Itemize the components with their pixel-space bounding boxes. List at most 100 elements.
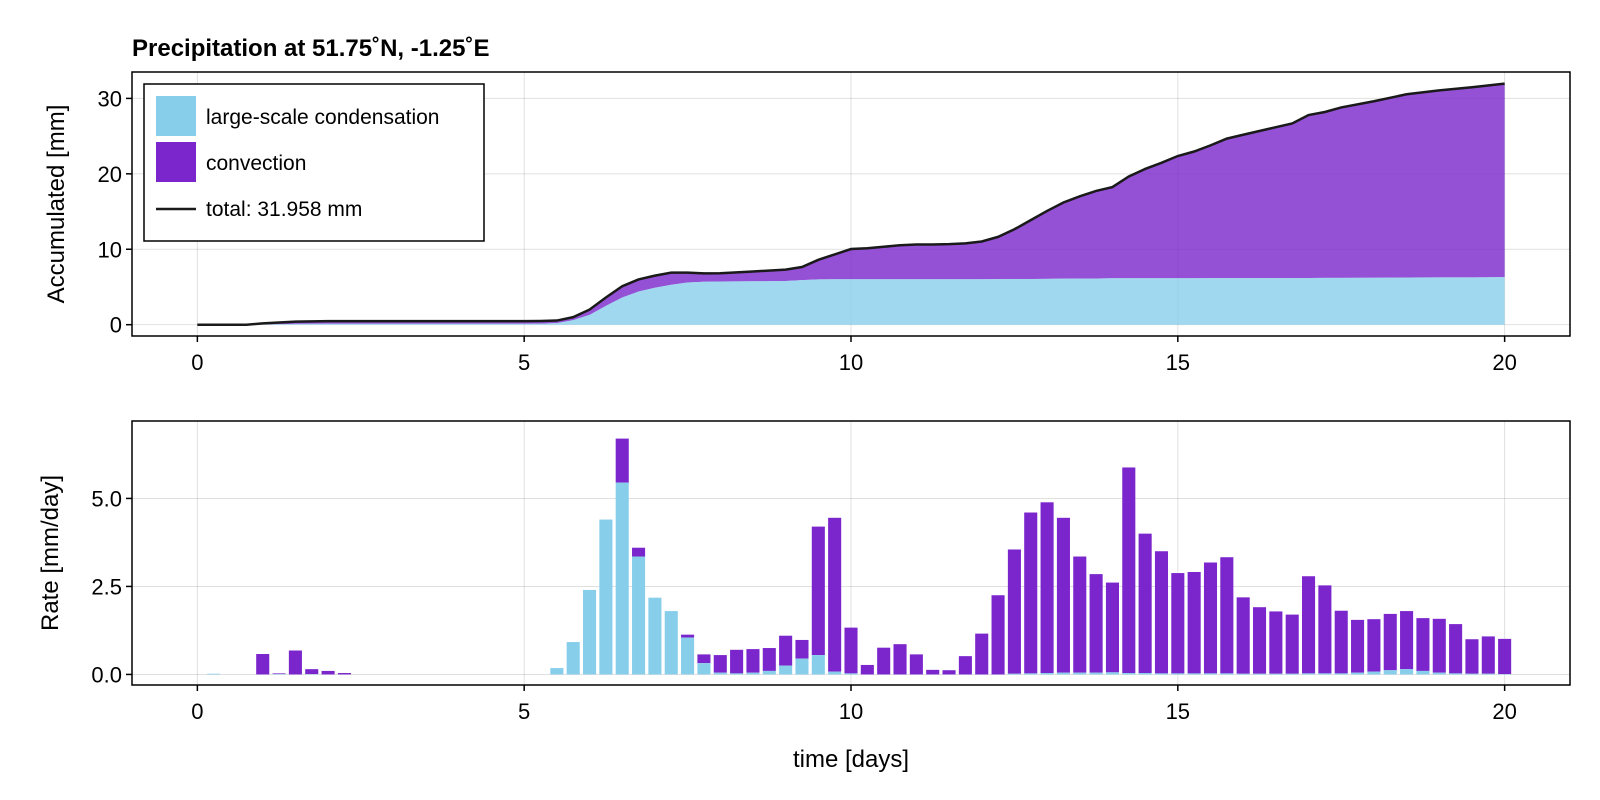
rate-bars (207, 438, 1512, 675)
bar-convection (942, 670, 956, 675)
x-axis-title: time [days] (793, 746, 909, 773)
bar-convection (1449, 624, 1463, 674)
bar-large-scale-condensation (1171, 673, 1185, 675)
bar-large-scale-condensation (1269, 673, 1283, 675)
legend-swatch-convection (156, 142, 196, 182)
bar-large-scale-condensation (1024, 673, 1038, 675)
bar-convection (1318, 585, 1332, 674)
legend-label-total: total: 31.958 mm (206, 198, 362, 221)
accumulated-panel: Precipitation at 51.75˚N, -1.25˚E 0 5 10 15… (43, 35, 1571, 375)
y-axis-title-rate: Rate [mm/day] (37, 475, 64, 631)
bar-large-scale-condensation (1302, 673, 1316, 675)
legend-box (143, 83, 485, 242)
bar-convection (795, 639, 809, 659)
bar-large-scale-condensation (697, 663, 711, 675)
top-xtick-label: 10 (839, 350, 863, 375)
bar-convection (828, 517, 842, 672)
y-axis-title-accumulated: Accumulated [mm] (43, 105, 70, 304)
bar-large-scale-condensation (1105, 672, 1119, 675)
bar-convection (1040, 502, 1054, 674)
bar-convection (1089, 574, 1103, 673)
bar-convection (730, 649, 744, 674)
bar-convection (681, 634, 695, 638)
bar-large-scale-condensation (1351, 672, 1365, 675)
bar-large-scale-condensation (648, 597, 662, 675)
bar-convection (1024, 512, 1038, 674)
bar-large-scale-condensation (713, 672, 727, 675)
bar-large-scale-condensation (599, 519, 613, 675)
area-convection (197, 83, 1505, 325)
bar-large-scale-condensation (779, 665, 793, 675)
bar-large-scale-condensation (1432, 672, 1446, 675)
legend-label-convection: convection (206, 152, 306, 175)
top-y-ticks: 0 10 20 30 (98, 86, 132, 338)
bar-convection (1203, 562, 1218, 674)
area-large-scale-condensation (197, 277, 1505, 325)
bar-convection (1334, 610, 1348, 674)
bar-large-scale-condensation (1203, 673, 1218, 675)
bar-convection (632, 547, 646, 557)
top-xtick-label: 0 (191, 350, 203, 375)
bar-convection (615, 438, 629, 483)
legend: large-scale condensation convection tota… (143, 83, 485, 242)
bar-convection (272, 673, 286, 675)
rate-panel: 0 5 10 15 20 0.0 2.5 5.0 Rate [mm/day] time [d… (37, 420, 1571, 773)
bar-convection (958, 656, 972, 675)
bar-large-scale-condensation (1220, 673, 1234, 675)
legend-label-large-scale: large-scale condensation (206, 106, 439, 129)
bar-convection (1432, 618, 1446, 673)
bar-convection (779, 635, 793, 666)
total-line (197, 82, 1505, 326)
bar-convection (1138, 533, 1152, 674)
top-xtick-label: 15 (1166, 350, 1190, 375)
bottom-ytick-label: 0.0 (91, 662, 122, 687)
bar-large-scale-condensation (1318, 673, 1332, 675)
top-ytick-label: 20 (98, 162, 122, 187)
bar-large-scale-condensation (550, 668, 564, 675)
bar-convection (1285, 614, 1299, 674)
bar-convection (746, 649, 760, 673)
bar-large-scale-condensation (1400, 669, 1414, 675)
bar-convection (1154, 551, 1169, 674)
bar-large-scale-condensation (1383, 670, 1397, 675)
bar-large-scale-condensation (664, 611, 678, 675)
bar-large-scale-condensation (1187, 673, 1201, 675)
bar-convection (877, 647, 891, 675)
bar-convection (337, 673, 351, 675)
bar-convection (1105, 582, 1119, 673)
bar-convection (1220, 557, 1234, 674)
top-ytick-label: 0 (110, 313, 122, 338)
bar-convection (1073, 556, 1087, 673)
bar-convection (909, 654, 923, 675)
bar-large-scale-condensation (811, 655, 825, 675)
top-ytick-label: 10 (98, 237, 122, 262)
bar-convection (844, 627, 858, 674)
bar-large-scale-condensation (1367, 671, 1381, 675)
bar-convection (1498, 638, 1512, 675)
bar-large-scale-condensation (1465, 673, 1479, 675)
bar-large-scale-condensation (1073, 672, 1087, 675)
bar-convection (1056, 517, 1070, 673)
bar-convection (1252, 607, 1267, 674)
bar-convection (762, 648, 776, 671)
bar-convection (1122, 467, 1136, 674)
bar-large-scale-condensation (1122, 673, 1136, 675)
bottom-xtick-label: 0 (191, 699, 203, 724)
bar-convection (256, 654, 270, 675)
bar-convection (713, 655, 727, 673)
top-areas (197, 83, 1505, 325)
bar-convection (1269, 611, 1283, 674)
chart-title: Precipitation at 51.75˚N, -1.25˚E (132, 35, 489, 62)
bar-convection (860, 664, 874, 675)
bottom-ytick-label: 5.0 (91, 486, 122, 511)
bar-large-scale-condensation (828, 671, 842, 675)
bar-large-scale-condensation (844, 673, 858, 675)
bar-large-scale-condensation (1138, 673, 1152, 675)
bar-large-scale-condensation (746, 672, 760, 675)
top-xtick-label: 20 (1492, 350, 1516, 375)
bottom-xtick-label: 10 (839, 699, 863, 724)
bar-large-scale-condensation (1040, 673, 1054, 675)
bar-large-scale-condensation (1236, 673, 1250, 675)
bar-convection (1367, 619, 1381, 672)
bar-convection (1007, 549, 1021, 674)
